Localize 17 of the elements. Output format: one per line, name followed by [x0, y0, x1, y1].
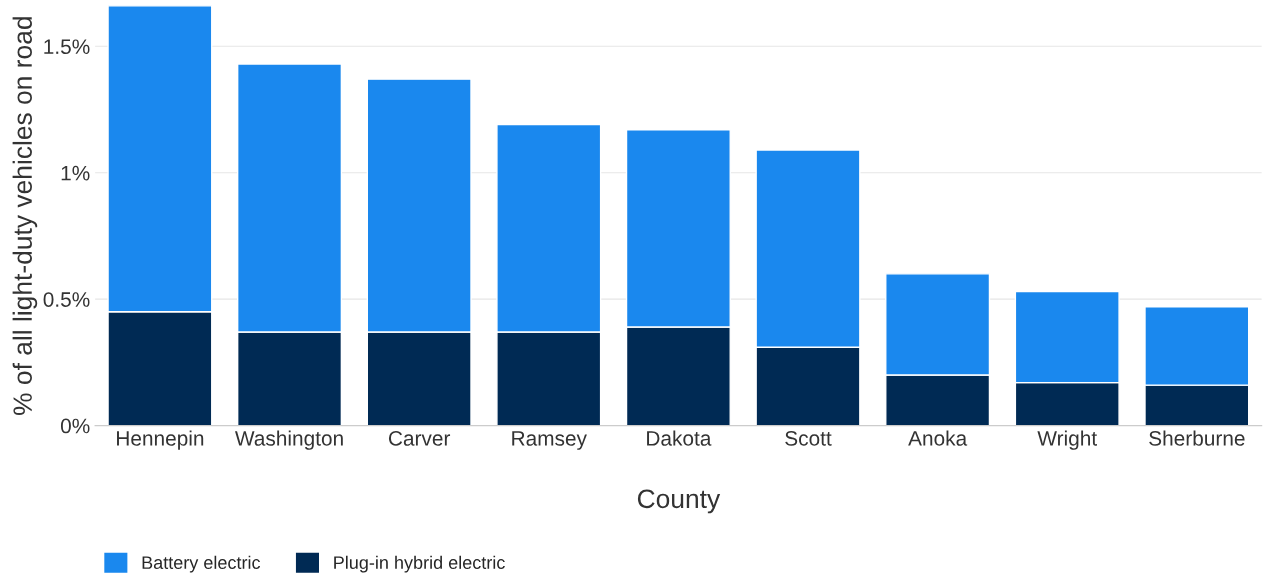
x-tick-label: Carver	[388, 431, 451, 446]
x-tick-label: Sherburne	[1149, 430, 1245, 446]
y-axis-title: % of all light-duty vehicles on road	[12, 17, 38, 415]
legend-label: Battery electric	[142, 555, 261, 573]
y-tick-label: 0%	[60, 418, 90, 434]
x-tick-label: Wright	[1037, 430, 1097, 450]
x-tick-label: Ramsey	[512, 431, 587, 450]
legend-label: Plug-in hybrid electric	[334, 555, 505, 573]
y-tick-label: 1%	[61, 165, 90, 181]
x-axis-title: County	[637, 489, 721, 514]
y-tick-label: 1.5%	[44, 39, 90, 55]
x-tick-label: Dakota	[647, 430, 712, 446]
y-tick-label: 0.5%	[43, 292, 90, 307]
x-tick-label: Washington	[235, 430, 343, 450]
x-tick-label: Scott	[785, 431, 832, 446]
x-tick-label: Anoka	[908, 430, 968, 446]
x-tick-label: Hennepin	[117, 430, 204, 450]
